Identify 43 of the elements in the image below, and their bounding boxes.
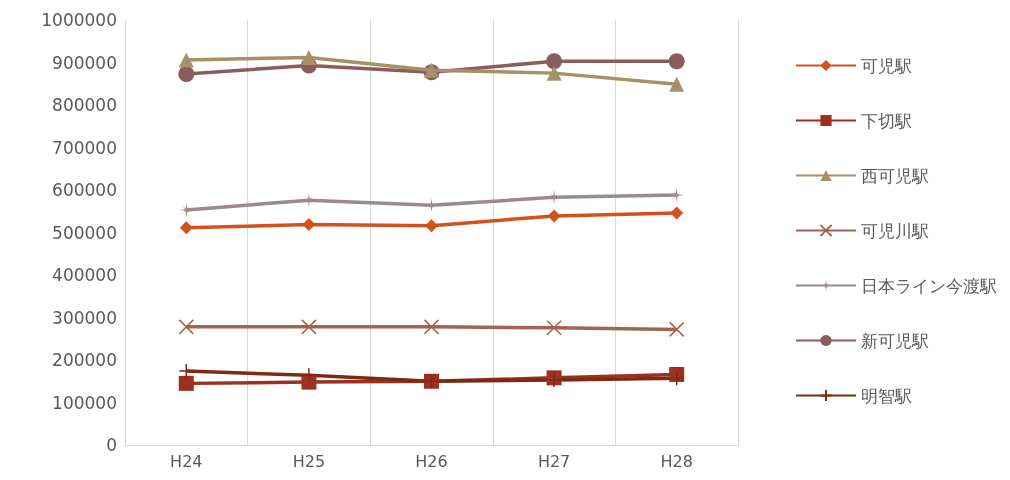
y-tick-label: 300000	[52, 307, 117, 328]
y-tick-label: 0	[106, 435, 117, 455]
y-tick-label: 200000	[52, 350, 117, 370]
y-tick-label: 900000	[52, 52, 117, 73]
point	[302, 217, 316, 231]
x-tick-label: H25	[292, 451, 326, 471]
legend-label: 下切駅	[861, 110, 912, 131]
x-tick-label: H27	[537, 451, 571, 471]
point	[669, 76, 685, 92]
y-tick-label: 400000	[52, 265, 117, 285]
x-tick-label: H24	[170, 451, 203, 471]
point	[178, 319, 195, 335]
point	[301, 319, 317, 335]
legend-label: 可児川駅	[861, 220, 929, 241]
y-tick-label: 1000000	[41, 10, 117, 30]
point	[301, 49, 317, 65]
point	[546, 319, 562, 336]
point	[178, 65, 195, 82]
legend-label: 日本ライン今渡駅	[861, 275, 997, 296]
point	[178, 375, 194, 391]
y-tick-label: 700000	[52, 137, 117, 158]
y-tick-label: 800000	[52, 95, 117, 115]
legend-label: 新可児駅	[861, 330, 929, 351]
legend-label: 可児駅	[861, 55, 912, 76]
point	[668, 321, 685, 338]
point	[423, 319, 440, 335]
point	[425, 219, 438, 233]
y-tick-label: 600000	[52, 180, 117, 200]
point	[179, 221, 193, 235]
x-tick-label: H28	[660, 451, 693, 471]
x-tick-label: H26	[415, 451, 448, 471]
point	[547, 209, 561, 223]
point	[301, 367, 317, 384]
y-tick-label: 500000	[52, 222, 117, 243]
point	[546, 65, 562, 81]
point	[668, 370, 685, 387]
point	[668, 53, 685, 70]
point	[178, 52, 194, 68]
legend-label: 明智駅	[861, 385, 912, 406]
point	[670, 206, 684, 220]
point	[546, 53, 563, 70]
y-tick-label: 100000	[52, 392, 117, 413]
legend-label: 西可児駅	[861, 165, 929, 186]
